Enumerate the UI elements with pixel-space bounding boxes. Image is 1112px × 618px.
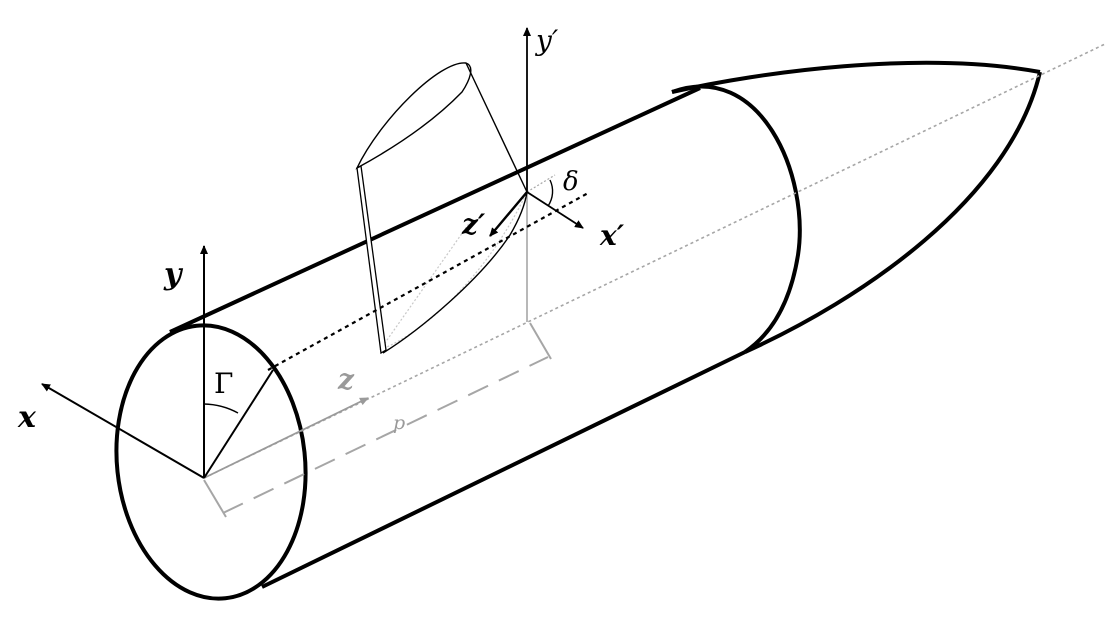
fin-root-hidden (379, 191, 528, 351)
label-z: z (337, 363, 355, 396)
nose-cone-top (671, 60, 1041, 94)
cylinder-top-edge (169, 86, 701, 334)
fin-leading-edge (465, 62, 528, 193)
body-axes (41, 245, 274, 479)
fin-chord-projection (526, 174, 556, 193)
fin-axes (267, 27, 591, 371)
fin-root-visible (382, 191, 528, 354)
body-centerline (203, 43, 1106, 479)
nose-cone-bottom (744, 71, 1042, 354)
label-y: y (163, 257, 184, 292)
fin-roll-radius (203, 369, 274, 479)
label-gamma: Γ (214, 367, 233, 400)
missile-body (114, 60, 1042, 601)
delta-angle-arc (547, 179, 554, 207)
x-axis (41, 383, 205, 479)
cylinder-nose-joint (671, 84, 802, 354)
label-x: x (17, 400, 37, 435)
labels: x y z Γ p y′ z′ x′ δ (17, 24, 625, 435)
fin-trailing-edge (356, 165, 387, 355)
label-y-prime: y′ (534, 24, 559, 57)
fin-hidden-edge (379, 221, 471, 351)
label-delta: δ (563, 167, 579, 197)
fin (355, 62, 528, 355)
p-dimension-tick-end (529, 322, 552, 360)
cylinder-front-face (114, 323, 308, 601)
gamma-angle-arc (203, 403, 239, 414)
construction-lines (203, 43, 1106, 518)
fin-tip-airfoil (355, 62, 472, 170)
z-axis-arrow (203, 397, 369, 479)
label-x-prime: x′ (599, 219, 625, 252)
z-prime-axis (489, 191, 528, 237)
p-dimension-tick-start (203, 479, 227, 518)
label-z-prime: z′ (461, 208, 486, 241)
label-p: p (393, 412, 405, 434)
x-prime-axis (526, 191, 584, 229)
cylinder-bottom-edge (261, 350, 746, 589)
fin-hinge-axis (267, 191, 591, 371)
p-dimension-line (222, 356, 549, 514)
